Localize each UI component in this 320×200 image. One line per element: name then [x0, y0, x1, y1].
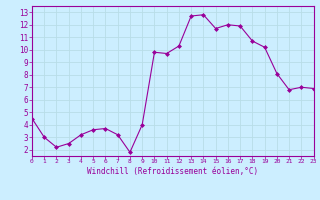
X-axis label: Windchill (Refroidissement éolien,°C): Windchill (Refroidissement éolien,°C) — [87, 167, 258, 176]
